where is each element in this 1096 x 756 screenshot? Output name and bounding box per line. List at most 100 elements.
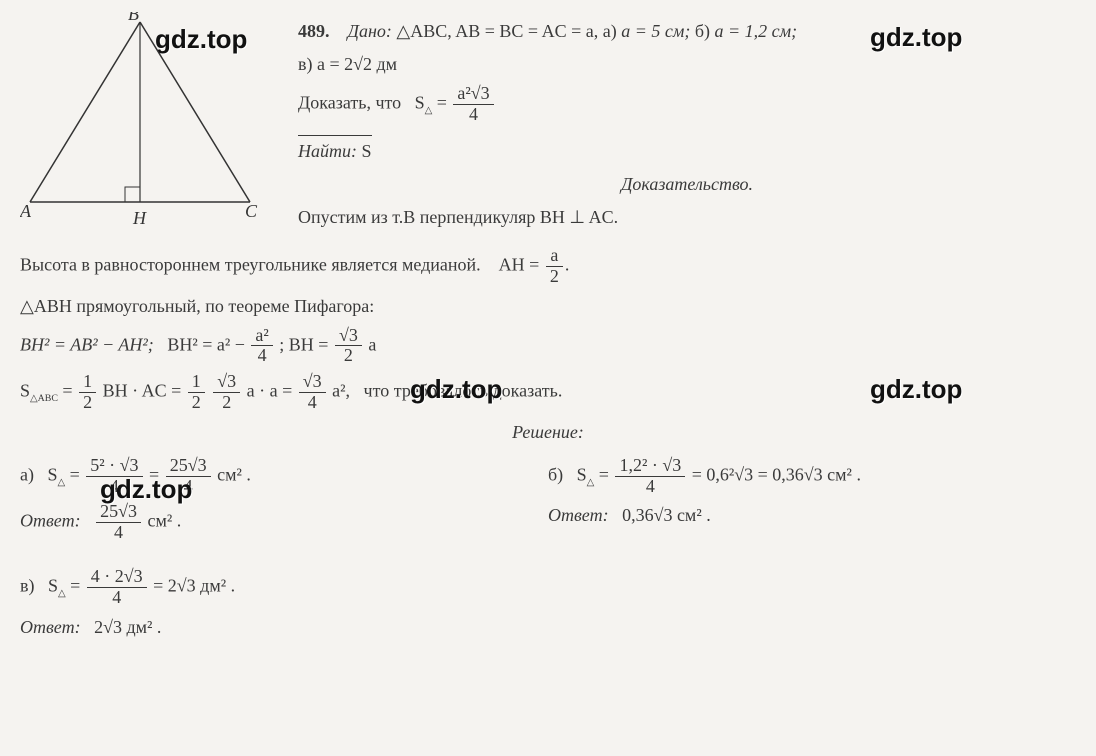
s-frac4-num: √3 [299, 372, 326, 393]
bh-line: BH² = AB² − AH²; BH² = a² − a² 4 ; BH = … [20, 326, 1076, 367]
part-a-ans-unit: см² . [147, 511, 181, 531]
ah-frac: a 2 [546, 246, 563, 287]
prove-frac-den: 4 [453, 105, 493, 125]
part-b: б) S△ = 1,2² · √3 4 = 0,6²√3 = 0,36√3 см… [548, 450, 1076, 549]
bh-frac2-num: √3 [335, 326, 362, 347]
part-b-frac1-den: 4 [615, 477, 685, 497]
find-block: Найти: S [298, 135, 372, 165]
case-b: a = 1,2 см; [715, 21, 798, 41]
s-frac3: √3 2 [213, 372, 240, 413]
part-v-ans-label: Ответ: [20, 617, 81, 637]
part-b-frac1-num: 1,2² · √3 [615, 456, 685, 477]
svg-text:B: B [128, 12, 139, 24]
s-mid1: BH · AC = [103, 381, 182, 401]
s-lhs: S [20, 381, 30, 401]
prove-frac-num: a²√3 [453, 84, 493, 105]
part-a-label: а) [20, 464, 34, 484]
part-b-eq: = [599, 464, 609, 484]
find-label: Найти: [298, 141, 357, 161]
case-a-label: а) [603, 21, 617, 41]
part-a-frac2-num: 25√3 [166, 456, 211, 477]
bh-p4: a [368, 334, 376, 354]
part-a-frac1: 5² · √3 4 [86, 456, 142, 497]
bh-frac1-num: a² [251, 326, 272, 347]
s-frac1: 1 2 [79, 372, 96, 413]
part-a-ans-frac-num: 25√3 [96, 502, 141, 523]
s-frac4-den: 4 [299, 393, 326, 413]
proof-line-1: Опустим из т.B перпендикуляр BH ⊥ AC. [298, 204, 1076, 231]
proof-line-2: Высота в равностороннем треугольнике явл… [20, 246, 1076, 287]
s-lhs-sub: △ABC [30, 393, 58, 404]
part-b-mid: = 0,6²√3 = 0,36√3 см² . [692, 464, 861, 484]
part-b-lhs: S [577, 464, 587, 484]
case-a: a = 5 см; [621, 21, 690, 41]
s-mid2: a · a = [247, 381, 293, 401]
s-frac3-num: √3 [213, 372, 240, 393]
part-a-lhs: S [47, 464, 57, 484]
s-frac3-den: 2 [213, 393, 240, 413]
s-line: S△ABC = 1 2 BH · AC = 1 2 √3 2 a · a = √… [20, 372, 1076, 413]
s-mid3: a², [332, 381, 350, 401]
part-a-unit: см² . [217, 464, 251, 484]
part-v-answer: Ответ: 2√3 дм² . [20, 614, 1076, 641]
part-b-ans-val: 0,36√3 см² . [622, 505, 711, 525]
part-a-frac1-num: 5² · √3 [86, 456, 142, 477]
prove-lhs: S [415, 92, 425, 112]
s-frac2-num: 1 [188, 372, 205, 393]
part-v-lhs-sub: △ [58, 588, 66, 599]
given-prefix: Дано: [348, 21, 392, 41]
s-frac1-num: 1 [79, 372, 96, 393]
bh-p2: BH² = a² − [167, 334, 245, 354]
s-frac4: √3 4 [299, 372, 326, 413]
part-v-ans-val: 2√3 дм² . [94, 617, 161, 637]
part-a-frac2: 25√3 4 [166, 456, 211, 497]
s-frac1-den: 2 [79, 393, 96, 413]
bh-p1: BH² = AB² − AH²; [20, 334, 154, 354]
proof-heading: Доказательство. [298, 171, 1076, 198]
solutions-row: а) S△ = 5² · √3 4 = 25√3 4 см² . Ответ: … [20, 450, 1076, 549]
svg-text:H: H [132, 208, 147, 228]
part-b-label: б) [548, 464, 563, 484]
part-b-frac1: 1,2² · √3 4 [615, 456, 685, 497]
bh-p3: ; BH = [279, 334, 328, 354]
ah-frac-num: a [546, 246, 563, 267]
svg-text:A: A [20, 201, 32, 221]
case-v-label: в) [298, 54, 313, 74]
part-a-ans-frac: 25√3 4 [96, 502, 141, 543]
part-v-frac1-den: 4 [87, 588, 147, 608]
part-v-eq: = [70, 575, 80, 595]
prove-frac: a²√3 4 [453, 84, 493, 125]
given-block: 489. Дано: △ABC, AB = BC = AC = a, а) a … [280, 12, 1076, 237]
prove-label: Доказать, что [298, 92, 401, 112]
part-v-frac1: 4 · 2√3 4 [87, 567, 147, 608]
case-b-label: б) [695, 21, 710, 41]
part-v-mid: = 2√3 дм² . [153, 575, 235, 595]
prove-lhs-sub: △ [425, 105, 433, 116]
part-a-ans-frac-den: 4 [96, 523, 141, 543]
ah-frac-den: 2 [546, 267, 563, 287]
bh-frac2-den: 2 [335, 346, 362, 366]
part-a: а) S△ = 5² · √3 4 = 25√3 4 см² . Ответ: … [20, 450, 548, 549]
svg-text:C: C [245, 201, 258, 221]
part-v-frac1-num: 4 · 2√3 [87, 567, 147, 588]
part-b-lhs-sub: △ [587, 477, 595, 488]
s-eq1: = [62, 381, 72, 401]
triangle-figure: B A C H [20, 12, 280, 240]
part-a-eq: = [70, 464, 80, 484]
bh-frac1-den: 4 [251, 346, 272, 366]
triangle-svg: B A C H [20, 12, 270, 232]
part-v: в) S△ = 4 · 2√3 4 = 2√3 дм² . [20, 567, 1076, 608]
part-v-lhs: S [48, 575, 58, 595]
part-a-frac1-den: 4 [86, 477, 142, 497]
s-frac2-den: 2 [188, 393, 205, 413]
bh-frac2: √3 2 [335, 326, 362, 367]
part-a-frac2-den: 4 [166, 477, 211, 497]
problem-number: 489. [298, 21, 330, 41]
proof-line-3: △ABH прямоугольный, по теореме Пифагора: [20, 293, 1076, 320]
proof-line-2a: Высота в равностороннем треугольнике явл… [20, 254, 481, 274]
case-v: a = 2√2 дм [317, 54, 397, 74]
solution-heading: Решение: [20, 419, 1076, 446]
part-a-ans-label: Ответ: [20, 511, 81, 531]
part-b-ans-label: Ответ: [548, 505, 609, 525]
top-region: B A C H 489. Дано: △ABC, AB = BC = AC = … [20, 12, 1076, 240]
